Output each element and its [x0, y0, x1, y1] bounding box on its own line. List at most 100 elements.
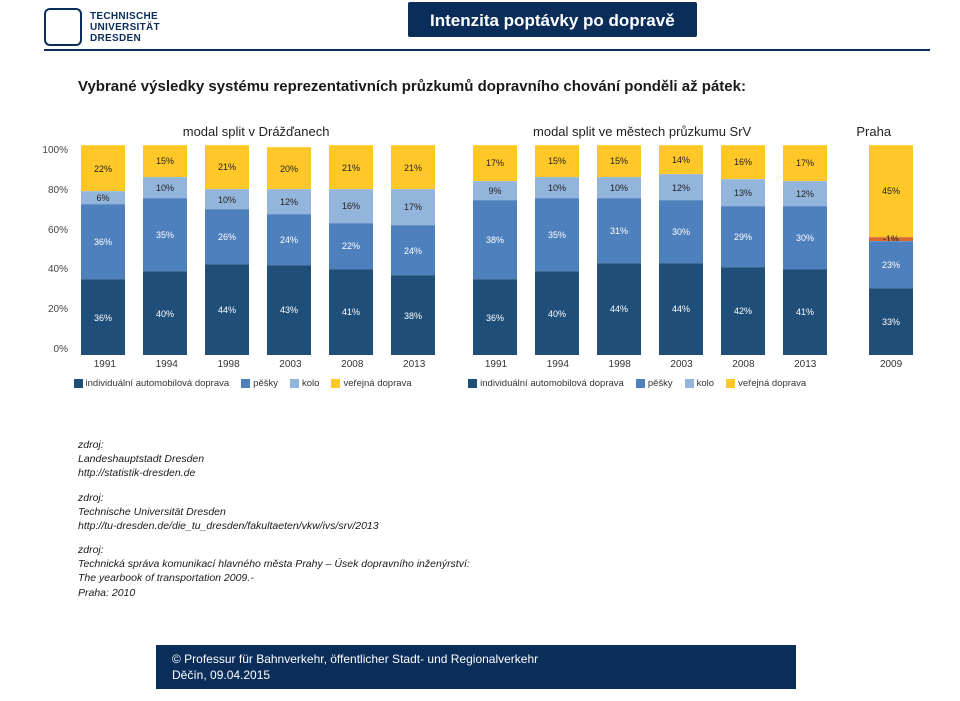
- x-label: 1998: [198, 359, 260, 370]
- bar-segment-kolo: 10%: [205, 189, 249, 210]
- legend-item: veřejná doprava: [726, 378, 806, 389]
- x-axis-labels: 1991199419982003200820131991199419982003…: [38, 359, 922, 370]
- legend-swatch: [290, 379, 299, 388]
- bar-column: 21%17%24%38%: [391, 145, 435, 355]
- bar-group: 15%10%35%40%: [134, 145, 196, 355]
- bar-segment-ind: 44%: [205, 264, 249, 355]
- x-label: 1994: [136, 359, 198, 370]
- bar-group: 15%10%31%44%: [588, 145, 650, 355]
- bar-segment-ver: 21%: [205, 145, 249, 189]
- source3-b: The yearbook of transportation 2009.-: [78, 572, 254, 584]
- source3-a: Technická správa komunikací hlavného měs…: [78, 558, 470, 570]
- bar-segment-pesky: 35%: [143, 198, 187, 272]
- bar-segment-ver: 17%: [783, 145, 827, 181]
- source2-label: zdroj:: [78, 492, 104, 504]
- bar-column: 20%12%24%43%: [267, 145, 311, 355]
- x-label: 2009: [860, 359, 922, 370]
- bar-group: 21%10%26%44%: [196, 145, 258, 355]
- logo-text: TECHNISCHE UNIVERSITÄT DRESDEN: [90, 11, 160, 44]
- bar-segment-ind: 42%: [721, 267, 765, 355]
- bar-segment-pesky: 23%: [869, 241, 913, 288]
- bar-segment-ver: 45%: [869, 145, 913, 237]
- bar-group: 14%12%30%44%: [650, 145, 712, 355]
- y-tick: 20%: [38, 304, 68, 315]
- bar-segment-ind: 41%: [329, 269, 373, 355]
- bar-segment-ind: 40%: [143, 271, 187, 355]
- y-tick: 80%: [38, 185, 68, 196]
- title-underline: [44, 49, 930, 51]
- x-label: 2003: [260, 359, 322, 370]
- bar-segment-kolo: 17%: [391, 189, 435, 225]
- logo: TECHNISCHE UNIVERSITÄT DRESDEN: [44, 8, 160, 46]
- source3-label: zdroj:: [78, 544, 104, 556]
- bar-group: 20%12%24%43%: [258, 145, 320, 355]
- legend-swatch: [685, 379, 694, 388]
- bar-segment-kolo: 12%: [267, 189, 311, 214]
- x-label: 2008: [712, 359, 774, 370]
- bar-segment-ind: 36%: [81, 279, 125, 355]
- bar-segment-kolo: 13%: [721, 179, 765, 206]
- bar-column: 21%10%26%44%: [205, 145, 249, 355]
- bar-group: 22%6%36%36%: [72, 145, 134, 355]
- legend-item: kolo: [685, 378, 714, 389]
- bar-segment-ind: 33%: [869, 288, 913, 355]
- bar-segment-ind: 38%: [391, 275, 435, 355]
- brand-line3: DRESDEN: [90, 33, 160, 44]
- charts-container: modal split v Drážďanech modal split ve …: [38, 124, 922, 414]
- legend-label: kolo: [302, 378, 319, 389]
- x-label: 1991: [74, 359, 136, 370]
- bar-segment-ver: 15%: [597, 145, 641, 177]
- legend-item: kolo: [290, 378, 319, 389]
- x-label: 2013: [383, 359, 445, 370]
- bar-column: 17%9%38%36%: [473, 145, 517, 355]
- source1-label: zdroj:: [78, 439, 104, 451]
- bar-column: 17%12%30%41%: [783, 145, 827, 355]
- legend-item: pěšky: [636, 378, 673, 389]
- bar-segment-kolo: 9%: [473, 181, 517, 200]
- legend-swatch: [241, 379, 250, 388]
- chart-title-left: modal split v Drážďanech: [73, 124, 440, 139]
- bar-segment-ind: 44%: [659, 263, 703, 355]
- bar-column: 16%13%29%42%: [721, 145, 765, 355]
- bar-column: 45%-1%23%33%: [869, 145, 913, 355]
- footer: © Professur für Bahnverkehr, öffentliche…: [156, 645, 796, 689]
- bar-segment-ind: 40%: [535, 271, 579, 355]
- bar-segment-kolo: 12%: [783, 181, 827, 206]
- bar-segment-pesky: 24%: [267, 214, 311, 264]
- legend-item: individuální automobilová doprava: [468, 378, 624, 389]
- bar-segment-ind: 36%: [473, 279, 517, 355]
- bar-segment-pesky: 36%: [81, 204, 125, 280]
- legend-label: pěšky: [648, 378, 673, 389]
- legend-label: individuální automobilová doprava: [86, 378, 230, 389]
- bar-segment-pesky: 29%: [721, 206, 765, 267]
- y-tick: 100%: [38, 145, 68, 156]
- legend-swatch: [636, 379, 645, 388]
- x-label: 2013: [774, 359, 836, 370]
- bar-segment-pesky: 31%: [597, 198, 641, 263]
- title-tab: Intenzita poptávky po dopravě: [408, 2, 697, 37]
- brand-line1: TECHNISCHE: [90, 11, 160, 22]
- bar-column: 15%10%35%40%: [143, 145, 187, 355]
- legend-item: pěšky: [241, 378, 278, 389]
- source2-b: http://tu-dresden.de/die_tu_dresden/faku…: [78, 520, 379, 532]
- x-label: 2003: [651, 359, 713, 370]
- bar-segment-kolo: 10%: [535, 177, 579, 198]
- bar-segment-pesky: 35%: [535, 198, 579, 272]
- x-label: 2008: [321, 359, 383, 370]
- legend-label: veřejná doprava: [738, 378, 806, 389]
- y-tick: 60%: [38, 225, 68, 236]
- bar-group: 21%17%24%38%: [382, 145, 444, 355]
- footer-line2: Děčín, 09.04.2015: [172, 667, 780, 683]
- source1-a: Landeshauptstadt Dresden: [78, 453, 204, 465]
- source3-c: Praha: 2010: [78, 587, 135, 599]
- bar-segment-kolo: 16%: [329, 189, 373, 223]
- legend-item: individuální automobilová doprava: [74, 378, 230, 389]
- legend-left: individuální automobilová doprava pěšky ko…: [74, 378, 449, 389]
- bar-segment-pesky: 26%: [205, 209, 249, 263]
- bar-segment-ver: 21%: [329, 145, 373, 189]
- bar-segment-ind: 43%: [267, 265, 311, 355]
- bar-group: 17%12%30%41%: [774, 145, 836, 355]
- bar-segment-pesky: 30%: [659, 200, 703, 263]
- x-label: 1998: [589, 359, 651, 370]
- bar-group: 16%13%29%42%: [712, 145, 774, 355]
